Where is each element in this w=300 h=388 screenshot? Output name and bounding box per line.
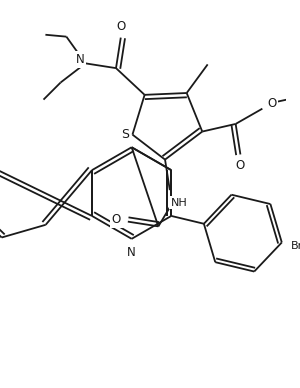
Text: O: O bbox=[267, 97, 277, 111]
Text: O: O bbox=[112, 213, 121, 226]
Text: O: O bbox=[116, 20, 125, 33]
Text: Br: Br bbox=[290, 241, 300, 251]
Text: N: N bbox=[127, 246, 136, 259]
Text: N: N bbox=[75, 53, 84, 66]
Text: O: O bbox=[236, 159, 245, 172]
Text: NH: NH bbox=[171, 197, 188, 208]
Text: S: S bbox=[121, 128, 129, 141]
